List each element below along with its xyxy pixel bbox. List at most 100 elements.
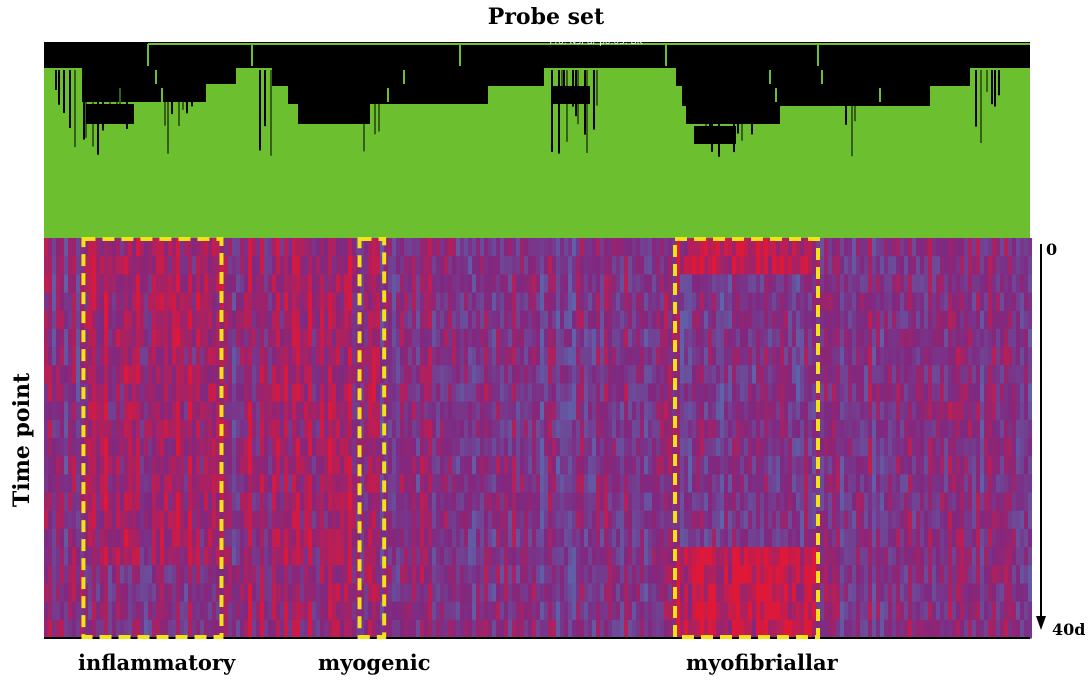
heatmap-cell — [296, 238, 300, 257]
heatmap-cell — [464, 438, 468, 457]
heatmap-cell — [896, 419, 900, 439]
heatmap-cell — [744, 438, 748, 457]
heatmap-cell — [740, 383, 744, 403]
heatmap-cell — [588, 565, 592, 584]
heatmap-cell — [780, 492, 784, 512]
heatmap-cell — [512, 347, 516, 366]
heatmap-cell — [924, 419, 928, 439]
heatmap-cell — [220, 619, 224, 639]
heatmap-cell — [724, 510, 728, 530]
heatmap-cell — [188, 619, 192, 639]
heatmap-cell — [344, 601, 348, 621]
heatmap-cell — [856, 292, 860, 312]
heatmap-cell — [144, 456, 148, 475]
heatmap-cell — [760, 565, 764, 584]
heatmap-cell — [312, 492, 316, 512]
heatmap-cell — [352, 583, 356, 603]
heatmap-cell — [692, 601, 696, 621]
heatmap-cell — [528, 365, 532, 384]
heatmap-cell — [776, 601, 780, 621]
heatmap-cell — [784, 474, 788, 494]
heatmap-cell — [864, 601, 868, 621]
heatmap-cell — [716, 347, 720, 366]
heatmap-cell — [856, 528, 860, 548]
heatmap-cell — [288, 328, 292, 348]
heatmap-cell — [536, 310, 540, 330]
heatmap-cell — [628, 238, 632, 257]
heatmap-cell — [808, 565, 812, 584]
heatmap-cell — [896, 492, 900, 512]
heatmap-cell — [932, 419, 936, 439]
heatmap-cell — [544, 438, 548, 457]
heatmap-cell — [560, 419, 564, 439]
heatmap-cell — [864, 347, 868, 366]
heatmap-cell — [640, 528, 644, 548]
heatmap-cell — [252, 583, 256, 603]
heatmap-cell — [364, 419, 368, 439]
heatmap-cell — [420, 601, 424, 621]
heatmap-cell — [340, 292, 344, 312]
heatmap-cell — [184, 238, 188, 257]
heatmap-cell — [204, 601, 208, 621]
heatmap-cell — [444, 328, 448, 348]
heatmap-cell — [380, 601, 384, 621]
heatmap-cell — [840, 583, 844, 603]
heatmap-cell — [304, 456, 308, 475]
heatmap-cell — [308, 328, 312, 348]
heatmap-cell — [96, 365, 100, 384]
heatmap-cell — [580, 401, 584, 421]
heatmap-cell — [124, 401, 128, 421]
heatmap-cell — [232, 510, 236, 530]
heatmap-cell — [552, 547, 556, 566]
heatmap-cell — [600, 347, 604, 366]
heatmap-cell — [628, 565, 632, 584]
heatmap-cell — [632, 328, 636, 348]
heatmap-cell — [572, 292, 576, 312]
heatmap-cell — [572, 528, 576, 548]
heatmap-cell — [104, 383, 108, 403]
heatmap-cell — [144, 619, 148, 639]
heatmap-cell — [720, 347, 724, 366]
heatmap-cell — [512, 492, 516, 512]
heatmap-cell — [568, 310, 572, 330]
heatmap-cell — [484, 547, 488, 566]
heatmap-cell — [460, 474, 464, 494]
heatmap-cell — [900, 601, 904, 621]
heatmap-cell — [236, 492, 240, 512]
heatmap-cell — [520, 292, 524, 312]
heatmap-cell — [704, 547, 708, 566]
heatmap-cell — [512, 238, 516, 257]
heatmap-cell — [772, 528, 776, 548]
heatmap-cell — [544, 419, 548, 439]
heatmap-cell — [912, 347, 916, 366]
heatmap-cell — [368, 292, 372, 312]
heatmap-cell — [264, 347, 268, 366]
heatmap-cell — [556, 365, 560, 384]
heatmap-cell — [96, 510, 100, 530]
heatmap-cell — [612, 292, 616, 312]
heatmap-cell — [120, 456, 124, 475]
heatmap-cell — [604, 619, 608, 639]
heatmap-cell — [100, 274, 104, 294]
heatmap-cell — [744, 601, 748, 621]
heatmap-cell — [512, 438, 516, 457]
heatmap-cell — [216, 383, 220, 403]
heatmap-cell — [256, 292, 260, 312]
heatmap-cell — [876, 292, 880, 312]
heatmap-cell — [900, 419, 904, 439]
heatmap-cell — [756, 419, 760, 439]
heatmap-cell — [764, 583, 768, 603]
heatmap-cell — [760, 274, 764, 294]
heatmap-cell — [508, 419, 512, 439]
heatmap-cell — [296, 583, 300, 603]
heatmap-cell — [836, 383, 840, 403]
heatmap-cell — [804, 365, 808, 384]
heatmap-cell — [496, 565, 500, 584]
heatmap-cell — [132, 292, 136, 312]
heatmap-cell — [300, 510, 304, 530]
heatmap-cell — [576, 565, 580, 584]
heatmap-cell — [796, 547, 800, 566]
heatmap-cell — [492, 510, 496, 530]
heatmap-cell — [636, 492, 640, 512]
heatmap-cell — [140, 401, 144, 421]
